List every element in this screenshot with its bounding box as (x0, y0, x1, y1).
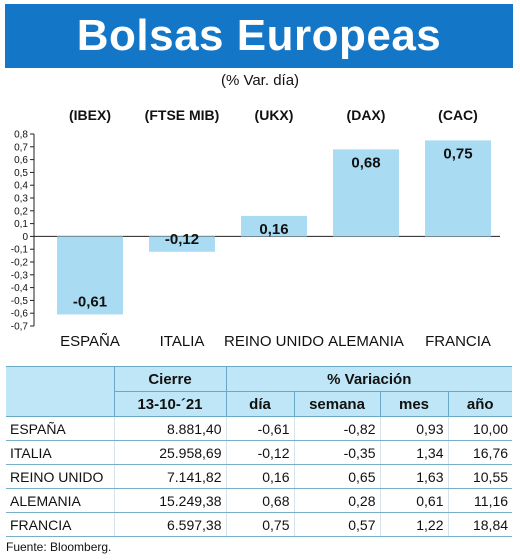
index-label: (UKX) (255, 107, 294, 123)
table-cell: 15.249,38 (113, 488, 226, 513)
header-dia: día (225, 391, 295, 417)
y-tick-label: 0,3 (14, 194, 28, 205)
table-cell: 16,76 (447, 440, 513, 465)
table-cell: 0,16 (225, 464, 294, 489)
y-tick-label: 0,5 (14, 168, 28, 179)
header-variacion: % Variación (225, 366, 513, 392)
empty-subheader (6, 391, 115, 417)
y-tick-label: 0 (22, 232, 28, 243)
source-note: Fuente: Bloomberg. (6, 540, 112, 554)
table-row: ITALIA 25.958,69 -0,12 -0,35 1,34 16,76 (6, 440, 513, 465)
table-row: FRANCIA 6.597,38 0,75 0,57 1,22 18,84 (6, 512, 513, 537)
header-date: 13-10-´21 (113, 391, 227, 417)
table-cell: -0,35 (293, 440, 380, 465)
category-label: REINO UNIDO (224, 333, 324, 350)
header-semana: semana (293, 391, 381, 417)
row-label: FRANCIA (6, 512, 114, 537)
bars (57, 140, 491, 315)
header-mes: mes (379, 391, 449, 417)
table-cell: 10,55 (447, 464, 513, 489)
category-label: FRANCIA (425, 333, 491, 350)
table-cell: 1,34 (379, 440, 448, 465)
y-tick-label: -0,7 (11, 322, 29, 333)
table-cell: 25.958,69 (113, 440, 226, 465)
table-body: ESPAÑA 8.881,40 -0,61 -0,82 0,93 10,00 ITALIA 2… (6, 416, 513, 537)
bar-value-label: 0,16 (259, 221, 288, 238)
y-tick-label: 0,4 (14, 181, 28, 192)
index-label: (FTSE MIB) (145, 107, 220, 123)
table-cell: 10,00 (447, 416, 513, 441)
table-sub-header-row: 13-10-´21 día semana mes año (6, 391, 513, 417)
table-cell: 0,65 (293, 464, 380, 489)
bar (333, 149, 399, 237)
table-row: ESPAÑA 8.881,40 -0,61 -0,82 0,93 10,00 (6, 416, 513, 441)
y-tick-label: -0,6 (11, 309, 29, 320)
table-cell: 1,63 (379, 464, 448, 489)
category-label: ITALIA (160, 333, 205, 350)
chart-subtitle: (% Var. día) (220, 72, 300, 89)
bar-value-label: 0,75 (443, 145, 472, 162)
header-cierre: Cierre (113, 366, 227, 392)
bar (57, 236, 123, 315)
page-title: Bolsas Europeas (5, 4, 513, 68)
y-tick-label: -0,5 (11, 296, 29, 307)
y-tick-label: 0,1 (14, 219, 28, 230)
y-tick-label: 0,8 (14, 130, 28, 141)
table-cell: 0,61 (379, 488, 448, 513)
table-cell: 11,16 (447, 488, 513, 513)
table-cell: 18,84 (447, 512, 513, 537)
table-group-header-row: Cierre % Variación (6, 366, 513, 392)
bar-value-label: -0,12 (165, 231, 199, 248)
table-cell: 7.141,82 (113, 464, 226, 489)
table-cell: 0,93 (379, 416, 448, 441)
table-row: ALEMANIA 15.249,38 0,68 0,28 0,61 11,16 (6, 488, 513, 513)
row-label: ESPAÑA (6, 416, 114, 441)
row-label: ALEMANIA (6, 488, 114, 513)
row-label: REINO UNIDO (6, 464, 114, 489)
y-tick-label: 0,6 (14, 155, 28, 166)
y-tick-label: -0,2 (11, 258, 29, 269)
y-tick-label: -0,3 (11, 270, 29, 281)
table-cell: 0,57 (293, 512, 380, 537)
category-label: ESPAÑA (60, 333, 120, 350)
header-ano: año (447, 391, 513, 417)
table-cell: 0,68 (225, 488, 294, 513)
row-label: ITALIA (6, 440, 114, 465)
bar-value-label: -0,61 (73, 293, 107, 310)
labels: -0,61 (IBEX) ESPAÑA -0,12 (FTSE MIB) ITALIA 0,… (60, 107, 491, 350)
table-cell: 0,75 (225, 512, 294, 537)
y-tick-label: 0,7 (14, 142, 28, 153)
category-label: ALEMANIA (328, 333, 404, 350)
y-tick-label: -0,4 (11, 283, 29, 294)
data-table: Cierre % Variación 13-10-´21 día semana … (6, 366, 513, 537)
table-cell: -0,82 (293, 416, 380, 441)
bar-chart: 0,80,7 0,6 0,5 0,4 0,30,2 0,1 0 -0,1 -0,2-0,3 -0,… (11, 107, 500, 350)
bar (149, 236, 215, 252)
table-row: REINO UNIDO 7.141,82 0,16 0,65 1,63 10,55 (6, 464, 513, 489)
table-cell: 0,28 (293, 488, 380, 513)
index-label: (CAC) (438, 107, 478, 123)
index-label: (DAX) (347, 107, 386, 123)
table-cell: -0,61 (225, 416, 294, 441)
table-cell: 6.597,38 (113, 512, 226, 537)
empty-header (6, 366, 115, 392)
y-tick-label: 0,2 (14, 206, 28, 217)
table-cell: 1,22 (379, 512, 448, 537)
y-tick-label: -0,1 (11, 245, 29, 256)
bar (241, 215, 307, 237)
data-table-container: Cierre % Variación 13-10-´21 día semana … (6, 366, 513, 537)
table-cell: 8.881,40 (113, 416, 226, 441)
bar-value-label: 0,68 (351, 154, 380, 171)
table-cell: -0,12 (225, 440, 294, 465)
bar (425, 140, 491, 237)
index-label: (IBEX) (69, 107, 111, 123)
